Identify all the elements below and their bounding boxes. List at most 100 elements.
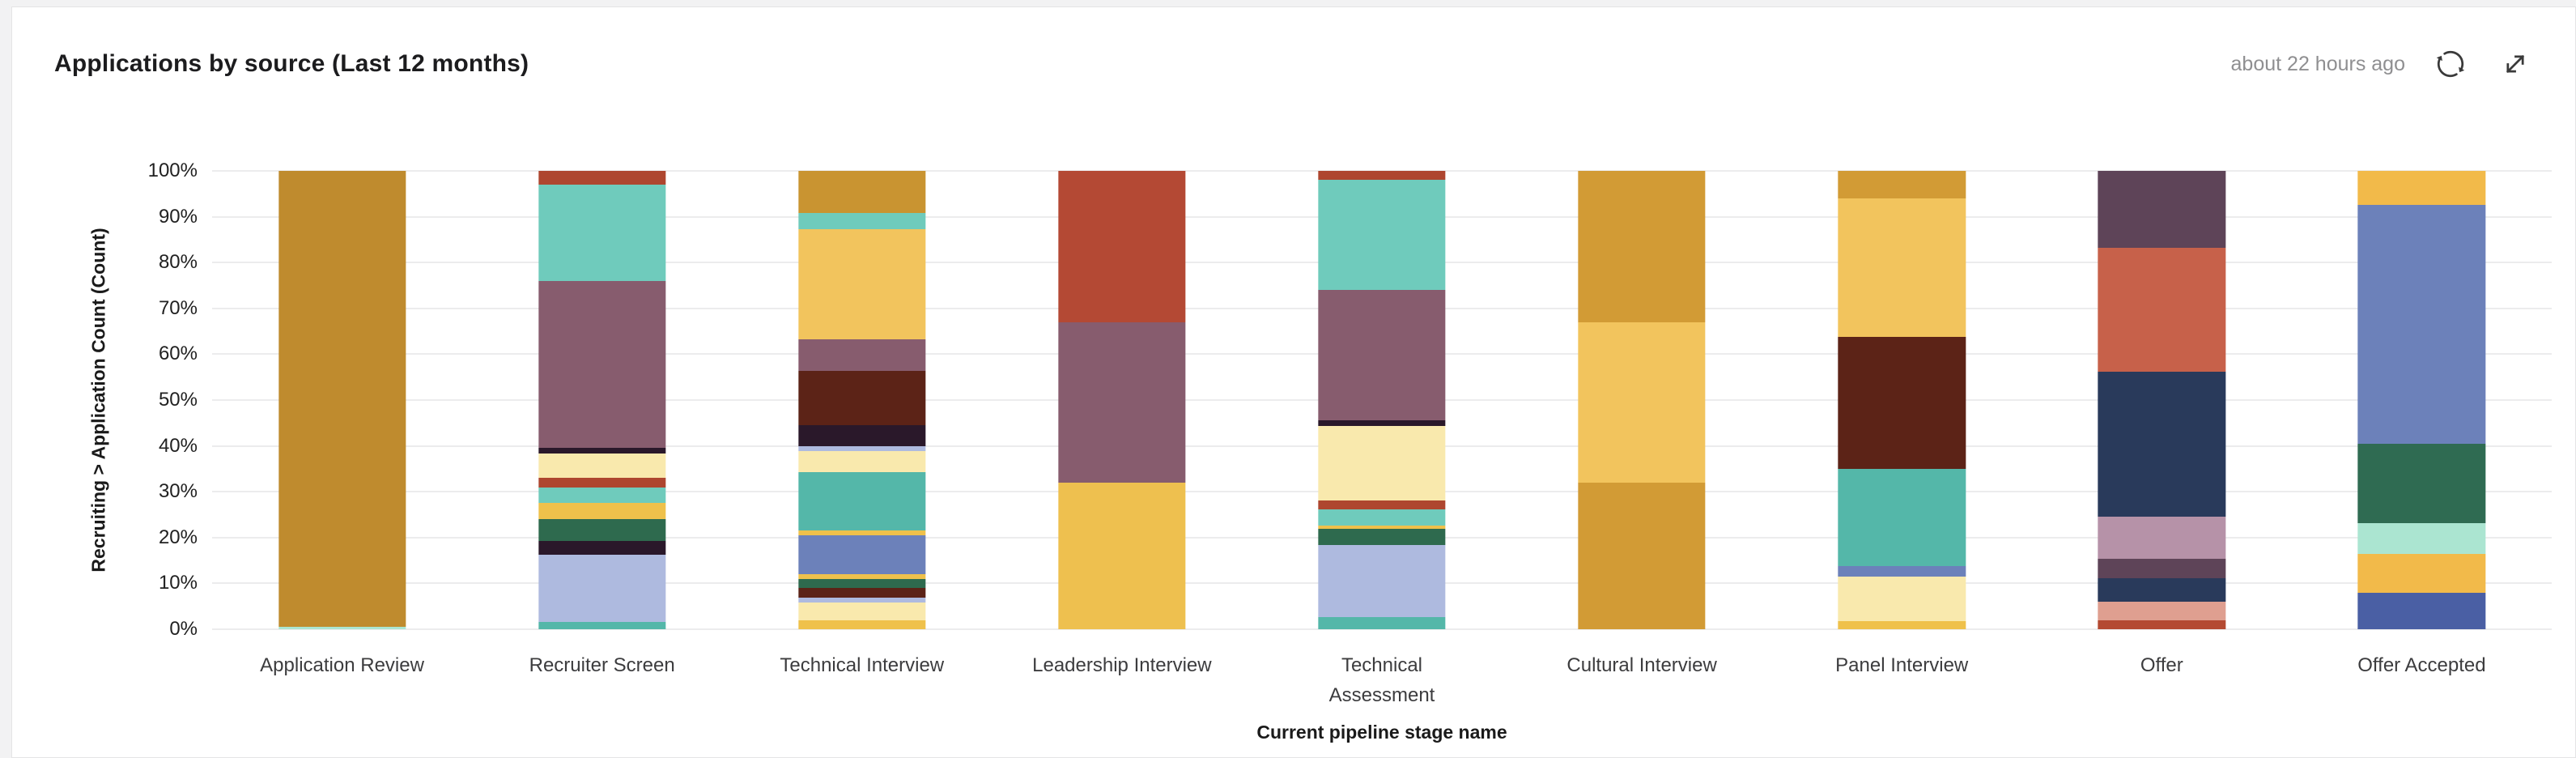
y-tick-label: 0% xyxy=(169,618,198,640)
bar-segment[interactable] xyxy=(798,425,926,447)
bar-segment[interactable] xyxy=(538,184,666,281)
bar-segment[interactable] xyxy=(538,503,666,519)
bar-segment[interactable] xyxy=(2098,248,2225,372)
bar-segment[interactable] xyxy=(798,530,926,535)
bar-segment[interactable] xyxy=(2098,558,2225,579)
bar-segment[interactable] xyxy=(1578,482,1706,629)
expand-button[interactable] xyxy=(2496,45,2535,83)
bar-segment[interactable] xyxy=(538,555,666,623)
bar-segment[interactable] xyxy=(538,488,666,504)
bar-segment[interactable] xyxy=(538,280,666,449)
bar-slot-offer: Offer xyxy=(2032,171,2292,676)
bar-segment[interactable] xyxy=(798,339,926,372)
bar-segment[interactable] xyxy=(1058,482,1186,629)
x-category-label: Technical Assessment xyxy=(1328,654,1435,707)
plot-area: 0% 10% 20% 30% 40% 50% 60% 70% 80% 90% 100% Applica… xyxy=(148,160,2552,706)
bar-segment[interactable] xyxy=(1318,544,1446,618)
bar-segment[interactable] xyxy=(1838,620,1966,629)
bar-segment[interactable] xyxy=(1838,469,1966,567)
bar-segment[interactable] xyxy=(538,171,666,185)
bar-segment[interactable] xyxy=(1318,617,1446,629)
bar-slot-recruiter-screen: Recruiter Screen xyxy=(472,171,732,676)
bar-segment[interactable] xyxy=(1058,322,1186,483)
bar-segment[interactable] xyxy=(2098,620,2225,629)
last-updated-text: about 22 hours ago xyxy=(2230,52,2405,75)
y-tick-label: 40% xyxy=(158,434,198,457)
bar-segment[interactable] xyxy=(798,471,926,531)
header-actions: about 22 hours ago xyxy=(2231,45,2535,83)
bar-segment[interactable] xyxy=(798,602,926,620)
bar-segment[interactable] xyxy=(798,213,926,229)
bar-segment[interactable] xyxy=(1318,509,1446,526)
bar-segment[interactable] xyxy=(2357,554,2486,593)
bar-leadership-interview[interactable] xyxy=(1058,171,1186,629)
bar-segment[interactable] xyxy=(1318,528,1446,545)
bar-technical-assessment[interactable] xyxy=(1318,171,1446,629)
bar-segment[interactable] xyxy=(1318,526,1446,529)
bar-segment[interactable] xyxy=(538,448,666,454)
bar-segment[interactable] xyxy=(1318,290,1446,420)
bar-segment[interactable] xyxy=(1318,500,1446,509)
y-tick-label: 90% xyxy=(158,205,198,228)
bar-application-review[interactable] xyxy=(278,171,406,629)
bar-segment[interactable] xyxy=(2098,602,2225,621)
bar-slot-technical-interview: Technical Interview xyxy=(732,171,992,676)
bar-segment[interactable] xyxy=(798,620,926,629)
bar-cultural-interview[interactable] xyxy=(1578,171,1706,629)
bar-segment[interactable] xyxy=(798,171,926,214)
bar-segment[interactable] xyxy=(1318,180,1446,291)
bar-panel-interview[interactable] xyxy=(1838,171,1966,629)
bar-segment[interactable] xyxy=(1578,322,1706,483)
bar-segment[interactable] xyxy=(1838,171,1966,198)
bar-segment[interactable] xyxy=(1838,198,1966,338)
bar-segment[interactable] xyxy=(798,574,926,579)
chart-card: Applications by source (Last 12 months) … xyxy=(11,6,2576,758)
bar-segment[interactable] xyxy=(538,454,666,478)
bar-segment[interactable] xyxy=(2098,171,2225,249)
bar-segment[interactable] xyxy=(1838,337,1966,470)
bar-segment[interactable] xyxy=(1578,171,1706,322)
bar-segment[interactable] xyxy=(1838,577,1966,621)
x-category-label: Offer Accepted xyxy=(2357,654,2486,676)
bar-segment[interactable] xyxy=(798,446,926,451)
bar-segment[interactable] xyxy=(1838,566,1966,577)
bar-segment[interactable] xyxy=(798,450,926,472)
bar-segment[interactable] xyxy=(798,371,926,426)
bar-segment[interactable] xyxy=(2098,578,2225,602)
bar-segment[interactable] xyxy=(798,587,926,598)
bar-segment[interactable] xyxy=(2098,517,2225,559)
y-tick-label: 70% xyxy=(158,296,198,319)
bar-recruiter-screen[interactable] xyxy=(538,171,666,629)
bar-segment[interactable] xyxy=(1318,419,1446,426)
x-category-label: Technical Interview xyxy=(780,654,945,676)
bar-segment[interactable] xyxy=(2357,592,2486,629)
bar-segment[interactable] xyxy=(538,540,666,556)
bar-segment[interactable] xyxy=(798,534,926,574)
gridline-0 xyxy=(212,628,2552,630)
y-tick-label: 80% xyxy=(158,251,198,274)
bar-segment[interactable] xyxy=(798,597,926,603)
bar-segment[interactable] xyxy=(2357,522,2486,555)
bar-segment[interactable] xyxy=(798,578,926,588)
expand-icon xyxy=(2506,54,2525,74)
bar-segment[interactable] xyxy=(2357,444,2486,523)
bar-segment[interactable] xyxy=(2357,204,2486,445)
x-category-label: Recruiter Screen xyxy=(529,654,675,676)
bar-segment[interactable] xyxy=(2098,371,2225,517)
bar-offer[interactable] xyxy=(2098,171,2225,629)
bar-segment[interactable] xyxy=(278,171,406,628)
bar-segment[interactable] xyxy=(798,228,926,339)
bar-segment[interactable] xyxy=(538,518,666,541)
bar-offer-accepted[interactable] xyxy=(2357,171,2486,629)
bar-slot-offer-accepted: Offer Accepted xyxy=(2292,171,2552,676)
bar-technical-interview[interactable] xyxy=(798,171,926,629)
x-category-label: Panel Interview xyxy=(1835,654,1969,676)
bar-segment[interactable] xyxy=(278,627,406,629)
bar-segment[interactable] xyxy=(1058,171,1186,322)
bar-segment[interactable] xyxy=(1318,171,1446,181)
bar-segment[interactable] xyxy=(2357,171,2486,205)
bar-segment[interactable] xyxy=(1318,425,1446,501)
bar-segment[interactable] xyxy=(538,622,666,629)
refresh-button[interactable] xyxy=(2431,45,2470,83)
bar-segment[interactable] xyxy=(538,477,666,488)
